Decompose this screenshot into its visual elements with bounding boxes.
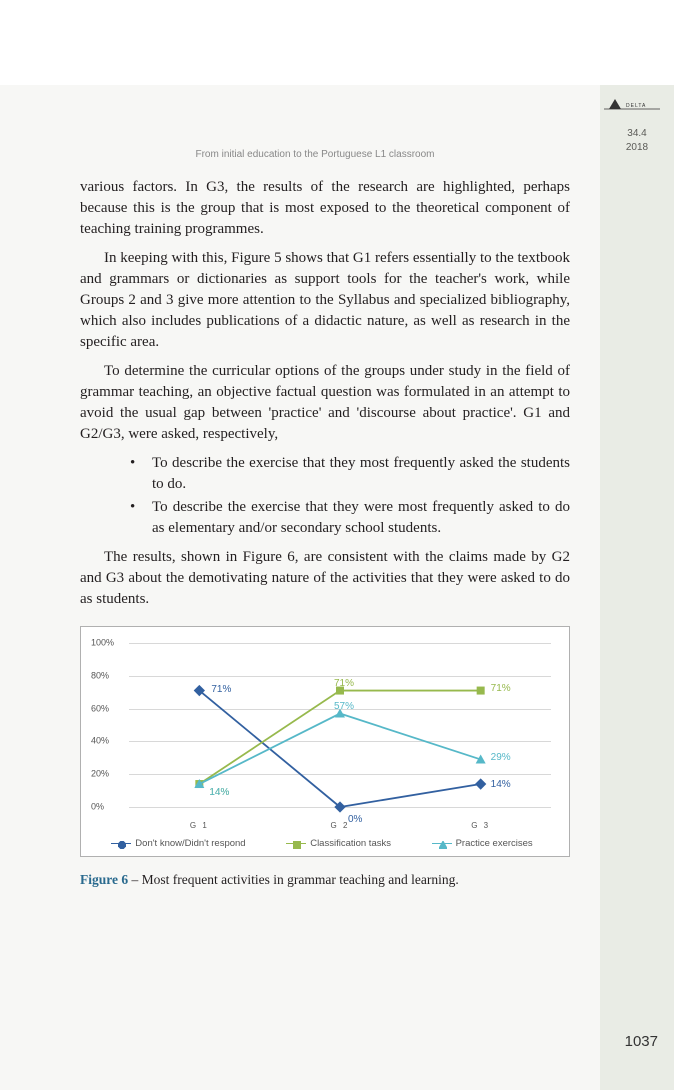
legend-item: Practice exercises xyxy=(432,837,533,850)
figure-sep: – xyxy=(128,872,142,887)
issue-number: 34.4 xyxy=(627,128,646,139)
journal-logo: DELTA xyxy=(604,95,660,113)
list-item: • To describe the exercise that they mos… xyxy=(130,453,570,495)
legend-label: Classification tasks xyxy=(310,837,391,850)
chart-legend: Don't know/Didn't respond Classification … xyxy=(91,837,553,850)
x-axis-label: G 3 xyxy=(471,820,490,831)
paragraph: various factors. In G3, the results of t… xyxy=(80,177,570,240)
paragraph: In keeping with this, Figure 5 shows tha… xyxy=(80,248,570,353)
figure-label: Figure 6 xyxy=(80,872,128,887)
data-label: 14% xyxy=(491,778,511,792)
sidebar: DELTA 34.4 2018 1037 xyxy=(600,85,674,1090)
legend-item: Don't know/Didn't respond xyxy=(111,837,245,850)
figure-caption: Figure 6 – Most frequent activities in g… xyxy=(80,871,570,890)
legend-item: Classification tasks xyxy=(286,837,391,850)
x-axis-label: G 2 xyxy=(331,820,350,831)
data-label: 57% xyxy=(334,700,354,714)
chart-svg xyxy=(91,637,551,813)
data-label: 71% xyxy=(491,682,511,696)
page-number: 1037 xyxy=(625,1033,658,1050)
figure-caption-text: Most frequent activities in grammar teac… xyxy=(142,872,459,887)
data-label: 71% xyxy=(211,683,231,697)
chart-plot-area: 0%20%40%60%80%100%G 1G 2G 371%0%14%14%71… xyxy=(91,637,551,817)
list-item-text: To describe the exercise that they most … xyxy=(152,453,570,495)
list-item-text: To describe the exercise that they were … xyxy=(152,497,570,539)
list-item: • To describe the exercise that they wer… xyxy=(130,497,570,539)
bullet-icon: • xyxy=(130,453,152,495)
svg-text:DELTA: DELTA xyxy=(626,103,646,109)
data-label: 29% xyxy=(491,751,511,765)
data-label: 14% xyxy=(209,786,229,800)
issue-year: 2018 xyxy=(626,142,648,153)
issue-info: 34.4 2018 xyxy=(600,127,674,155)
figure-6-chart: 0%20%40%60%80%100%G 1G 2G 371%0%14%14%71… xyxy=(80,626,570,857)
x-axis-label: G 1 xyxy=(190,820,209,831)
paragraph: The results, shown in Figure 6, are cons… xyxy=(80,547,570,610)
main-content: various factors. In G3, the results of t… xyxy=(80,177,570,890)
bullet-list: • To describe the exercise that they mos… xyxy=(130,453,570,539)
bullet-icon: • xyxy=(130,497,152,539)
running-title: From initial education to the Portuguese… xyxy=(115,149,515,160)
data-label: 0% xyxy=(348,813,362,827)
legend-label: Practice exercises xyxy=(456,837,533,850)
legend-label: Don't know/Didn't respond xyxy=(135,837,245,850)
data-label: 71% xyxy=(334,677,354,691)
paragraph: To determine the curricular options of t… xyxy=(80,361,570,445)
page-container: DELTA 34.4 2018 1037 From initial educat… xyxy=(0,85,674,1090)
